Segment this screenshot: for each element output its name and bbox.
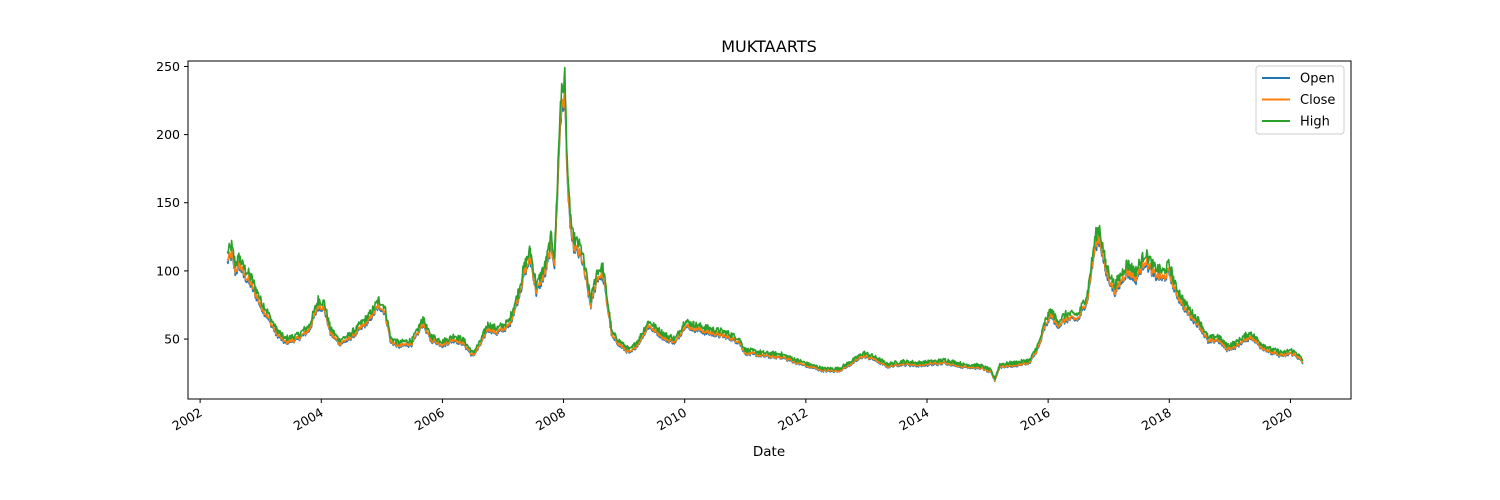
y-tick-label: 150 — [156, 195, 180, 210]
legend: Open Close High — [1255, 65, 1345, 135]
legend-label-close: Close — [1300, 93, 1335, 108]
series-layer — [226, 66, 1304, 382]
legend-frame — [1255, 65, 1345, 135]
series-line-close — [226, 87, 1304, 382]
legend-label-high: High — [1300, 115, 1330, 130]
y-tick-label: 100 — [156, 263, 180, 278]
y-tick-label: 50 — [164, 332, 180, 347]
y-tick-label: 250 — [156, 59, 180, 74]
y-axis: 50 100 150 200 250 — [156, 59, 188, 347]
series-line-high — [226, 66, 1304, 381]
x-axis-title: Date — [753, 444, 785, 460]
legend-label-open: Open — [1300, 72, 1335, 87]
y-tick-label: 200 — [156, 127, 180, 142]
chart-title: MUKTAARTS — [721, 37, 817, 56]
plot-frame — [187, 60, 1352, 400]
